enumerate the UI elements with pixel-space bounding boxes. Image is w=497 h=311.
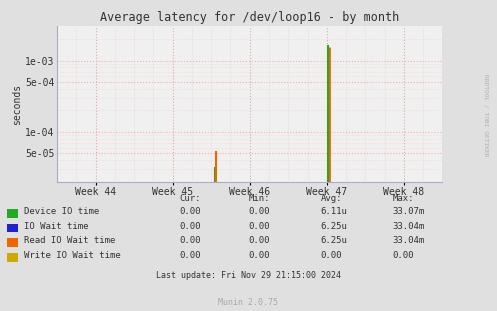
Text: RRDTOOL / TOBI OETIKER: RRDTOOL / TOBI OETIKER (484, 74, 489, 156)
Text: 33.04m: 33.04m (393, 236, 425, 245)
Text: 0.00: 0.00 (393, 251, 414, 260)
Text: Max:: Max: (393, 193, 414, 202)
Text: 6.25u: 6.25u (321, 236, 347, 245)
Text: 0.00: 0.00 (179, 251, 200, 260)
Title: Average latency for /dev/loop16 - by month: Average latency for /dev/loop16 - by mon… (100, 11, 400, 24)
Text: 6.25u: 6.25u (321, 221, 347, 230)
Text: Min:: Min: (248, 193, 270, 202)
Text: 0.00: 0.00 (248, 207, 270, 216)
Text: Munin 2.0.75: Munin 2.0.75 (219, 298, 278, 307)
Text: Read IO Wait time: Read IO Wait time (24, 236, 115, 245)
Text: Write IO Wait time: Write IO Wait time (24, 251, 121, 260)
Text: 0.00: 0.00 (179, 207, 200, 216)
Text: Last update: Fri Nov 29 21:15:00 2024: Last update: Fri Nov 29 21:15:00 2024 (156, 271, 341, 280)
Text: Device IO time: Device IO time (24, 207, 99, 216)
Text: Avg:: Avg: (321, 193, 342, 202)
Text: Cur:: Cur: (179, 193, 200, 202)
Text: 0.00: 0.00 (248, 236, 270, 245)
Text: 6.11u: 6.11u (321, 207, 347, 216)
Text: 33.04m: 33.04m (393, 221, 425, 230)
Text: 0.00: 0.00 (179, 221, 200, 230)
Text: 0.00: 0.00 (321, 251, 342, 260)
Text: 0.00: 0.00 (179, 236, 200, 245)
Text: IO Wait time: IO Wait time (24, 221, 88, 230)
Y-axis label: seconds: seconds (12, 84, 22, 125)
Text: 0.00: 0.00 (248, 221, 270, 230)
Text: 0.00: 0.00 (248, 251, 270, 260)
Text: 33.07m: 33.07m (393, 207, 425, 216)
